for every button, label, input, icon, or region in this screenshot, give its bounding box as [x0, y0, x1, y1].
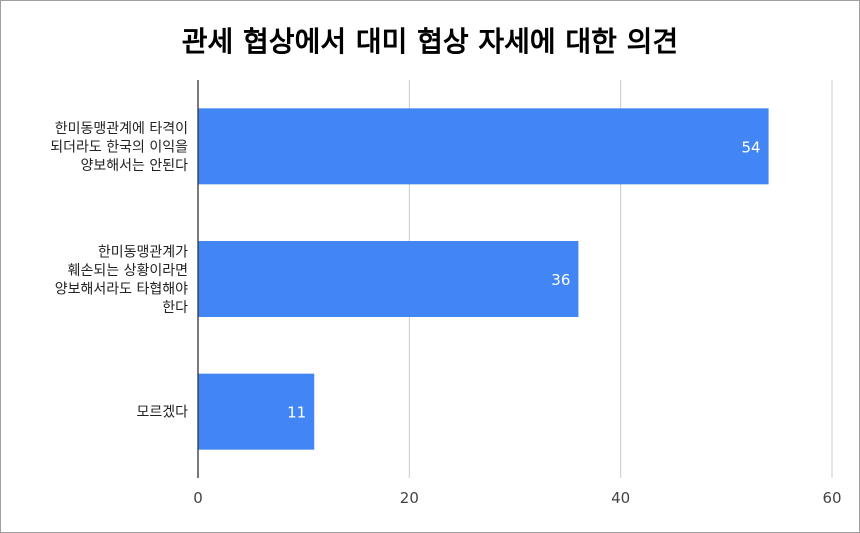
x-tick-label: 20	[400, 489, 419, 507]
category-label-line: 한미동맹관계가	[98, 244, 188, 260]
chart-title: 관세 협상에서 대미 협상 자세에 대한 의견	[181, 25, 679, 58]
category-label-line: 한미동맹관계에 타격이	[55, 121, 188, 137]
bar	[198, 241, 579, 317]
data-label: 11	[287, 404, 306, 422]
category-label-line: 모르겠다	[136, 405, 188, 421]
x-tick-labels: 0 20 40 60	[193, 489, 841, 507]
x-tick-label: 60	[822, 489, 841, 507]
bars: 54 36 11	[198, 108, 769, 450]
x-tick-label: 0	[193, 489, 203, 507]
category-label-line: 양보해서는 안된다	[81, 158, 189, 174]
category-label-line: 한다	[162, 300, 188, 316]
category-label-line: 양보해서라도 타협해야	[55, 281, 188, 297]
x-tick-label: 40	[611, 489, 630, 507]
bar	[198, 373, 315, 450]
bar	[198, 108, 769, 185]
category-label: 모르겠다	[136, 405, 188, 421]
category-label-line: 훼손되는 상황이라면	[68, 263, 188, 279]
data-label: 54	[742, 138, 761, 156]
data-label: 36	[551, 271, 570, 289]
category-label-line: 되더라도 한국의 이익을	[50, 139, 188, 155]
